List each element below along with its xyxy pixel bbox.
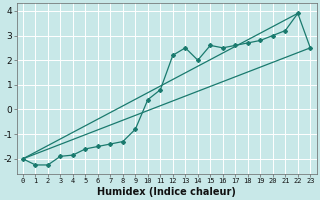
X-axis label: Humidex (Indice chaleur): Humidex (Indice chaleur) xyxy=(97,187,236,197)
